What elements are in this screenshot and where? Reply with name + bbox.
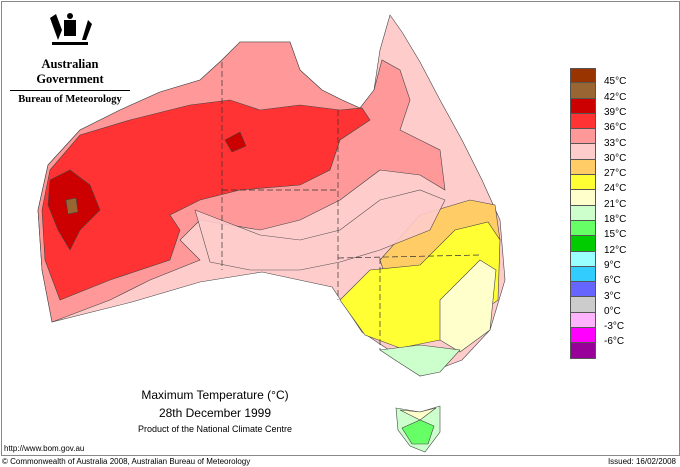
legend-swatch (570, 205, 596, 221)
legend-label: 21°C (604, 198, 627, 210)
legend-swatch (570, 282, 596, 298)
legend-label: 15°C (604, 229, 627, 241)
legend-swatch (570, 144, 596, 160)
temperature-legend: 45°C 42°C 39°C 36°C 33°C 30°C 27°C 24°C 21°C 18°C… (570, 68, 626, 359)
legend-swatch (570, 328, 596, 344)
tasmania (395, 405, 441, 453)
legend-label: 27°C (604, 168, 627, 180)
legend-label: 24°C (604, 183, 627, 195)
legend-label: -3°C (604, 321, 625, 333)
legend-swatch (570, 98, 596, 114)
map-title-block: Maximum Temperature (°C) 28th December 1… (100, 388, 330, 434)
legend-swatch (570, 312, 596, 329)
legend-swatch (570, 113, 596, 130)
australia-mainland (37, 14, 506, 377)
state-borders (221, 62, 481, 350)
australian-government-logo: Australian Government Bureau of Meteorol… (10, 10, 130, 105)
band-36 (41, 99, 371, 301)
bureau-name: Bureau of Meteorology (18, 94, 122, 105)
legend-swatch (570, 159, 596, 176)
legend-label: 18°C (604, 214, 627, 225)
website-link[interactable]: http://www.bom.gov.au (4, 444, 85, 453)
legend-label: 6°C (604, 275, 621, 287)
band-39b (224, 131, 247, 153)
legend-swatch (570, 220, 596, 237)
legend-swatch (570, 236, 596, 252)
legend-label: 36°C (604, 122, 627, 134)
legend-swatch (570, 190, 596, 206)
legend-label: 12°C (604, 244, 627, 256)
legend-swatch (570, 129, 596, 145)
government-name: Australian Government (36, 57, 104, 86)
legend-swatch (570, 251, 596, 267)
map-producer: Product of the National Climate Centre (137, 424, 293, 434)
legend-swatch (570, 343, 596, 359)
copyright-notice: © Commonwealth of Australia 2008, Austra… (2, 457, 251, 466)
legend-swatch (570, 68, 596, 84)
legend-label: 0°C (604, 305, 621, 317)
legend-label: 45°C (604, 76, 627, 88)
band-21 (439, 259, 497, 353)
legend-label: 33°C (604, 137, 627, 149)
band-42 (65, 197, 79, 215)
legend-swatch (570, 83, 596, 99)
legend-label: -6°C (604, 336, 625, 348)
legend-label: 9°C (604, 259, 621, 271)
legend-label: 3°C (604, 290, 621, 302)
legend-label: 39°C (604, 106, 627, 118)
map-date: 28th December 1999 (158, 406, 272, 420)
band-18 (379, 344, 461, 377)
inland-coolish-zone (194, 189, 446, 271)
legend-swatch (570, 266, 596, 283)
legend-swatch (570, 297, 596, 313)
legend-label: 42°C (604, 91, 627, 103)
coat-of-arms-icon (50, 13, 92, 45)
map-title: Maximum Temperature (°C) (141, 388, 289, 402)
issued-date: Issued: 16/02/2008 (607, 457, 676, 466)
legend-swatch (570, 175, 596, 191)
legend-label: 30°C (604, 152, 627, 164)
